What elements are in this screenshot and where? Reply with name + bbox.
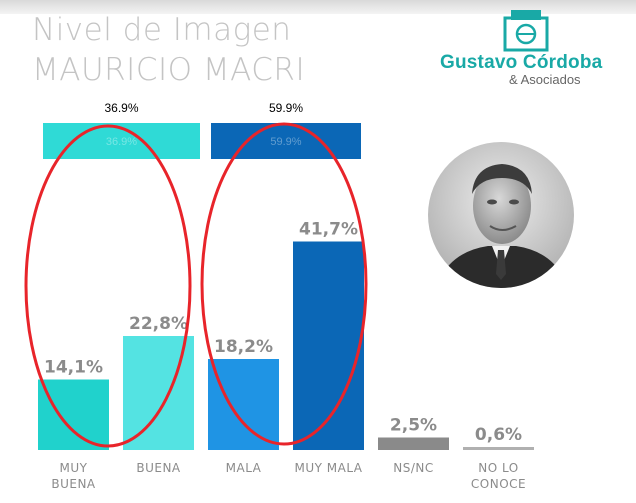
group-total-label-1: 36.9% (104, 101, 138, 115)
category-label-4: MUY MALA (294, 461, 362, 475)
value-label-1: 14,1% (44, 358, 103, 378)
category-label-3: MALA (226, 461, 262, 475)
logo-name: Gustavo Córdoba (440, 52, 603, 73)
group-ghost-label-2: 59.9% (270, 136, 301, 148)
value-label-5: 2,5% (390, 416, 437, 436)
category-label-2: BUENA (136, 461, 181, 475)
chart-subtitle: MAURICIO MACRI (32, 52, 306, 88)
portrait-photo (428, 142, 574, 288)
group-total-label-2: 59.9% (269, 101, 303, 115)
logo-subtitle: & Asociados (509, 72, 581, 87)
value-label-6: 0,6% (475, 425, 522, 445)
category-label-5: NS/NC (393, 461, 434, 475)
bar-6 (463, 447, 534, 450)
top-bar (0, 0, 636, 14)
bar-1 (38, 379, 109, 450)
group-ghost-label-1: 36.9% (106, 136, 137, 148)
bar-3 (208, 359, 279, 450)
bar-5 (378, 437, 449, 450)
value-label-3: 18,2% (214, 337, 273, 357)
ballot-box-icon (503, 10, 549, 52)
category-label-6: NO LO CONOCE (471, 461, 526, 491)
highlight-ellipse-2 (200, 122, 368, 446)
category-label-1: MUY BUENA (51, 461, 96, 491)
chart-title: Nivel de Imagen (32, 12, 292, 48)
highlight-ellipse-1 (24, 124, 192, 448)
value-label-4: 41,7% (299, 220, 358, 240)
bar-4 (293, 241, 364, 450)
value-label-2: 22,8% (129, 314, 188, 334)
